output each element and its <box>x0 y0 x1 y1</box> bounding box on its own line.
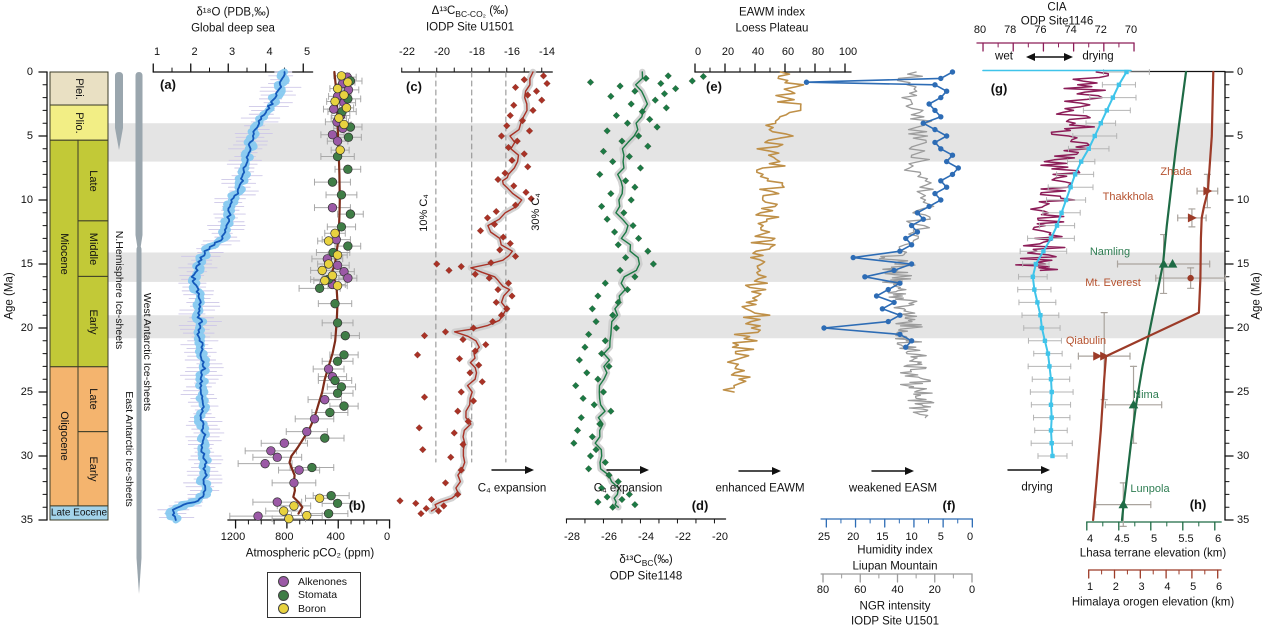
ice-sheet-bars <box>115 72 143 594</box>
legend-item-stomata: Stomata <box>278 589 360 601</box>
age-axes <box>38 70 1234 521</box>
legend-label-alkenones: Alkenones <box>298 575 348 588</box>
strat-column <box>49 71 109 521</box>
elevation-panel <box>1077 70 1227 527</box>
monsoon-panel <box>803 69 962 419</box>
value-axes <box>152 42 1222 583</box>
legend-item-boron: Boron <box>278 603 360 615</box>
d-carbon-panel <box>570 68 708 511</box>
legend-item-alkenones: Alkenones <box>278 576 360 588</box>
trend-arrows <box>491 53 1073 475</box>
pco2-legend: Alkenones Stomata Boron <box>267 572 361 618</box>
legend-label-stomata: Stomata <box>298 589 338 601</box>
cia-panel <box>982 69 1150 459</box>
c-carbon-panel <box>396 68 551 518</box>
stomata-swatch-icon <box>278 589 289 601</box>
eawm-curve <box>722 71 805 393</box>
pco2-panel <box>229 70 364 524</box>
d18o-curve <box>157 68 302 524</box>
boron-swatch-icon <box>278 603 289 614</box>
alkenones-swatch-icon <box>278 576 289 587</box>
legend-label-boron: Boron <box>298 602 327 615</box>
